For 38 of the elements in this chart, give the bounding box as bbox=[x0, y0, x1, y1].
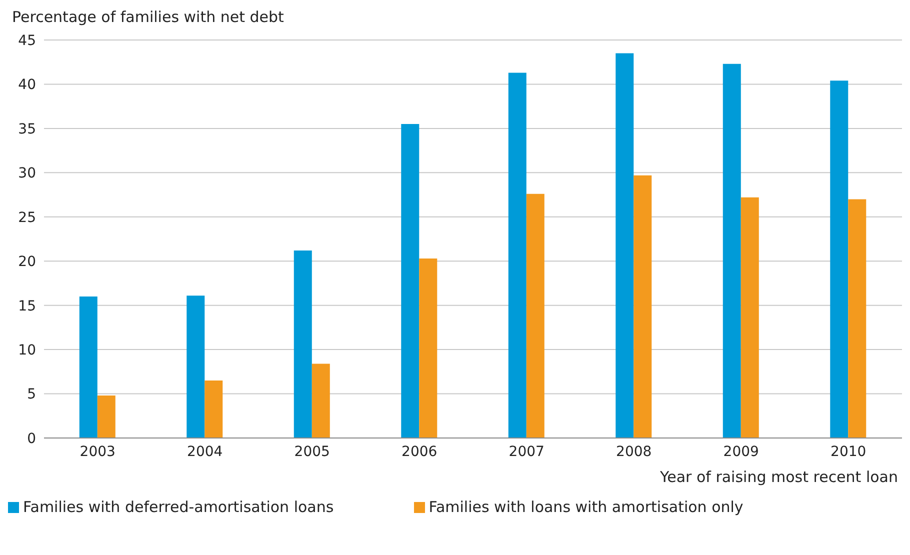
y-tick-label: 45 bbox=[18, 32, 36, 49]
y-tick-label: 15 bbox=[18, 298, 36, 314]
x-tick-label: 2008 bbox=[616, 444, 652, 460]
bar bbox=[722, 64, 741, 438]
bar bbox=[526, 194, 544, 438]
bar bbox=[419, 258, 438, 438]
y-tick-label: 30 bbox=[18, 166, 36, 182]
x-axis-title: Year of raising most recent loan bbox=[658, 468, 898, 488]
y-tick-label: 40 bbox=[18, 77, 36, 94]
x-tick-label: 2006 bbox=[402, 444, 438, 460]
y-tick-label: 0 bbox=[27, 430, 36, 447]
y-axis-title: Percentage of families with net debt bbox=[12, 8, 285, 28]
legend-label: Families with loans with amortisation only bbox=[428, 498, 744, 516]
x-tick-label: 2003 bbox=[80, 444, 116, 460]
x-tick-label: 2007 bbox=[508, 444, 544, 460]
bar bbox=[740, 197, 759, 438]
y-tick-label: 10 bbox=[18, 342, 36, 359]
bar bbox=[508, 72, 526, 438]
y-tick-label: 20 bbox=[18, 254, 36, 270]
bar bbox=[312, 364, 330, 438]
bar bbox=[401, 124, 420, 438]
legend-label: Families with deferred-amortisation loans bbox=[23, 498, 334, 516]
x-tick-label: 2004 bbox=[187, 444, 223, 460]
bar bbox=[294, 250, 312, 438]
bar bbox=[830, 80, 848, 438]
x-tick-label: 2005 bbox=[294, 444, 330, 460]
y-tick-label: 35 bbox=[18, 121, 36, 138]
x-tick-label: 2010 bbox=[830, 444, 866, 460]
bar bbox=[79, 296, 98, 438]
bar bbox=[186, 296, 205, 438]
y-tick-label: 25 bbox=[18, 210, 36, 226]
bar bbox=[848, 199, 866, 438]
bar bbox=[204, 380, 223, 438]
bar bbox=[97, 396, 116, 438]
bar bbox=[616, 53, 634, 438]
bar bbox=[634, 175, 652, 438]
x-tick-label: 2009 bbox=[723, 444, 759, 460]
y-tick-label: 5 bbox=[27, 386, 36, 403]
